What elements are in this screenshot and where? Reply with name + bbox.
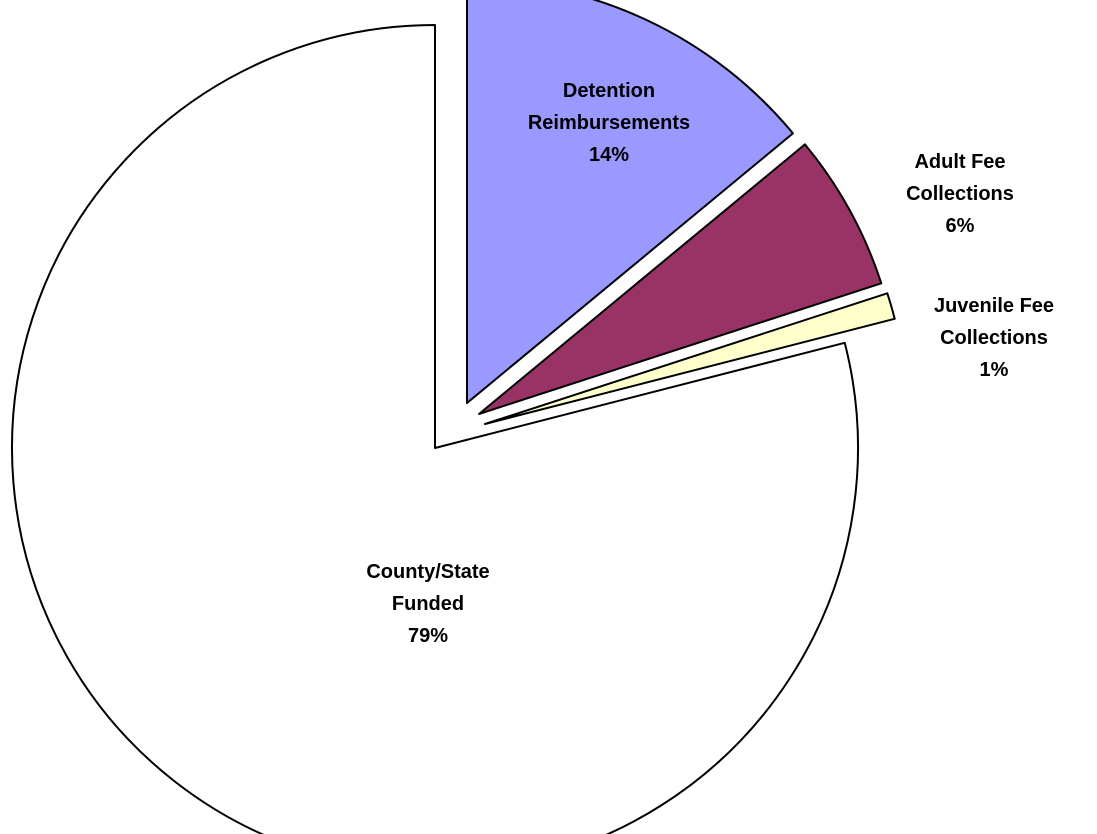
- data-label-line: County/State: [366, 561, 489, 583]
- data-label-percent: 6%: [946, 215, 975, 237]
- data-label-line: Adult Fee: [914, 151, 1005, 173]
- data-label-line: Reimbursements: [528, 112, 690, 134]
- pie-slice-detention-reimbursements: [466, 0, 794, 404]
- data-label-line: Funded: [392, 593, 464, 615]
- pie-slice-adult-fee-collections: [478, 143, 883, 415]
- data-label-adult-fee-collections: Adult Fee Collections 6%: [906, 151, 1014, 237]
- data-label-line: Collections: [906, 183, 1014, 205]
- data-label-percent: 14%: [589, 144, 629, 166]
- data-label-percent: 79%: [408, 625, 448, 647]
- pie-slice-juvenile-fee-collections: [484, 292, 896, 425]
- data-label-line: Collections: [940, 327, 1048, 349]
- data-label-line: Juvenile Fee: [934, 295, 1054, 317]
- pie-slice-county-state-funded: [11, 24, 859, 834]
- data-label-line: Detention: [563, 80, 655, 102]
- labels-layer: Detention Reimbursements 14% Adult Fee Colle…: [366, 80, 1054, 647]
- data-label-percent: 1%: [980, 359, 1009, 381]
- data-label-juvenile-fee-collections: Juvenile Fee Collections 1%: [934, 295, 1054, 381]
- slices-layer: [11, 0, 896, 834]
- data-label-detention-reimbursements: Detention Reimbursements 14%: [528, 80, 690, 166]
- data-label-county-state-funded: County/State Funded 79%: [366, 561, 489, 647]
